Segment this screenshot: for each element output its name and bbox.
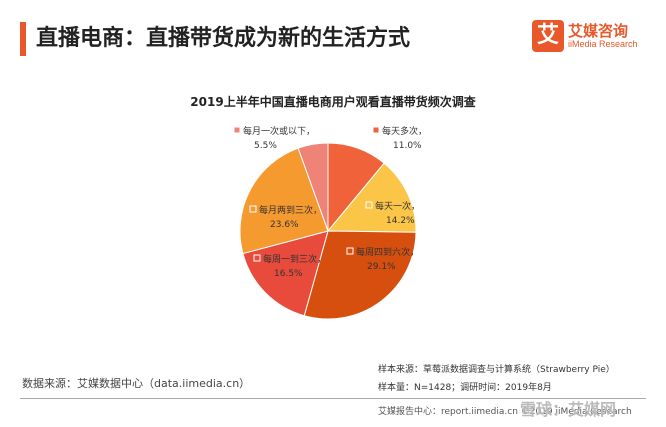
slice-value-label: 29.1%	[367, 262, 396, 272]
slice-label: 每周一到三次，	[263, 253, 326, 265]
logo-name-en: iiMedia Research	[568, 39, 638, 49]
slice-label-marker	[365, 201, 373, 209]
slice-value-label: 23.6%	[270, 220, 299, 230]
footer-divider	[20, 398, 646, 399]
footer-text: 艾媒报告中心：report.iimedia.cn ©2019 iiMedia R…	[378, 407, 632, 417]
logo-mark-icon: 艾	[532, 20, 564, 52]
sample-source: 样本来源：草莓派数据调查与计算系统（Strawberry Pie）	[378, 365, 615, 375]
slice-label-marker	[233, 126, 241, 134]
chart-title: 2019上半年中国直播电商用户观看直播带货频次调查	[190, 95, 476, 109]
slice-label-marker	[249, 205, 257, 213]
slice-value-label: 16.5%	[274, 269, 303, 279]
data-source-left: 数据来源：艾媒数据中心（data.iimedia.cn）	[22, 377, 251, 390]
slice-label: 每周四到六次，	[356, 246, 419, 258]
pie-slice	[242, 230, 329, 317]
slice-label-marker	[372, 126, 380, 134]
watermark: 雪球：艾媒网	[520, 400, 617, 419]
slice-label: 每月一次或以下，	[243, 125, 315, 137]
slice-value-label: 14.2%	[386, 216, 415, 226]
slice-value-label: 5.5%	[254, 141, 277, 151]
pie-slice	[326, 162, 417, 233]
iimedia-logo: 艾 艾媒咨询 iiMedia Research	[532, 20, 652, 60]
sample-size: 样本量：N=1428；调研时间：2019年8月	[378, 383, 552, 393]
pie-slice	[303, 230, 417, 320]
slice-label-marker	[346, 247, 354, 255]
slice-label: 每天一次，	[375, 200, 420, 212]
pie-slice	[297, 142, 329, 232]
title-accent-bar	[20, 22, 26, 56]
slice-label: 每月两到三次，	[259, 204, 322, 216]
slice-value-label: 11.0%	[393, 141, 422, 151]
slice-label-marker	[253, 254, 261, 262]
pie-slice	[239, 147, 329, 255]
slice-label: 每天多次，	[382, 125, 427, 137]
logo-name-cn: 艾媒咨询	[568, 22, 629, 40]
page-title: 直播电商：直播带货成为新的生活方式	[36, 26, 411, 51]
